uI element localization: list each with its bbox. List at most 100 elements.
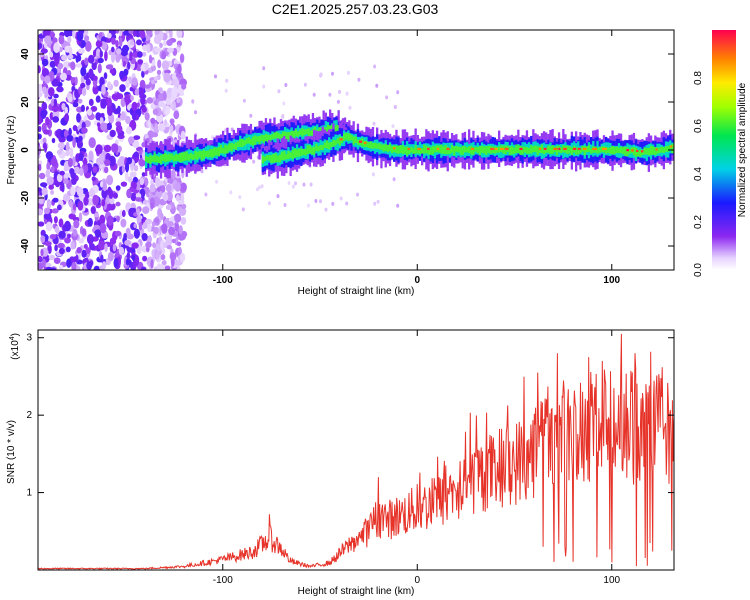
noise-mark [153,35,162,45]
noise-mark [391,124,395,129]
trace-cell [337,125,340,134]
trace-cell [328,142,331,150]
noise-mark [38,172,46,180]
trace-cell [222,147,225,154]
trace-peak [577,147,581,150]
noise-mark [80,82,86,89]
noise-mark [54,244,58,252]
noise-mark [127,61,131,70]
noise-mark [70,61,76,71]
trace-cell [444,144,447,155]
ytick-label: 1 [26,488,32,499]
trace-cell [498,146,501,153]
noise-mark [181,83,187,90]
noise-mark [291,184,295,189]
noise-mark [48,184,54,190]
trace-cell [271,134,274,140]
noise-mark [136,39,142,46]
trace-cell [450,145,454,153]
trace-cell [298,148,301,157]
noise-mark [58,247,65,255]
trace-cell [527,147,531,154]
noise-mark [163,40,167,47]
trace-cell [391,146,394,154]
noise-mark [252,159,256,164]
noise-mark [142,255,148,262]
trace-cell [331,124,334,133]
noise-mark [99,76,105,87]
trace-cell [265,155,269,161]
trace-cell [194,150,197,160]
trace-cell [266,134,270,143]
trace-cell [622,146,625,155]
noise-mark [331,71,334,76]
noise-mark [70,241,75,250]
noise-mark [48,254,56,260]
noise-mark [40,48,48,54]
trace-cell [418,147,422,154]
noise-mark [58,35,65,45]
noise-mark [62,193,71,202]
noise-mark [375,83,379,88]
noise-mark [241,207,245,212]
trace-cell [207,150,210,158]
noise-mark [76,54,82,62]
trace-cell [401,145,404,154]
noise-mark [99,223,107,234]
noise-mark [180,217,187,225]
noise-mark [180,130,186,140]
noise-mark [53,216,58,224]
trace-cell [641,149,644,156]
noise-mark [86,84,90,91]
trace-cell [530,145,533,154]
trace-cell [332,139,335,147]
noise-mark [123,68,129,76]
trace-cell [356,139,360,145]
trace-peak [553,147,558,150]
trace-peak [504,147,509,150]
trace-cell [371,143,375,149]
noise-mark [96,157,100,165]
trace-cell [519,145,522,155]
noise-mark [167,221,174,227]
trace-peak [563,147,567,150]
trace-cell [453,146,456,156]
trace-cell [323,142,326,148]
noise-mark [61,103,66,111]
noise-mark [161,223,168,234]
noise-mark [104,159,111,167]
trace-cell [213,147,216,157]
noise-mark [43,129,50,135]
trace-cell [215,148,218,156]
trace-cell [204,150,208,157]
trace-cell [545,147,548,153]
trace-cell [483,146,486,154]
xtick-label: 0 [414,575,420,586]
noise-mark [173,110,180,120]
trace-cell [170,153,173,160]
trace-cell [247,137,250,144]
trace-cell [361,138,364,147]
trace-peak [499,147,504,150]
trace-cell [315,143,318,152]
noise-mark [114,230,122,237]
colorbar-tick-label: 0.0 [693,263,704,277]
noise-mark [85,247,91,254]
noise-mark [179,252,186,263]
noise-mark [121,165,125,173]
trace-cell [632,147,636,156]
noise-mark [108,49,113,56]
noise-mark [162,102,167,112]
noise-mark [373,201,377,206]
noise-mark [175,194,180,202]
trace-cell [187,154,191,161]
noise-mark [136,51,143,58]
noise-mark [147,223,152,233]
colorbar-tick-label: 0.4 [693,167,704,181]
noise-mark [83,196,89,206]
trace-peak [558,147,561,150]
trace-cell [513,147,516,154]
noise-mark [94,229,100,235]
noise-mark [63,172,70,178]
trace-cell [575,147,578,155]
